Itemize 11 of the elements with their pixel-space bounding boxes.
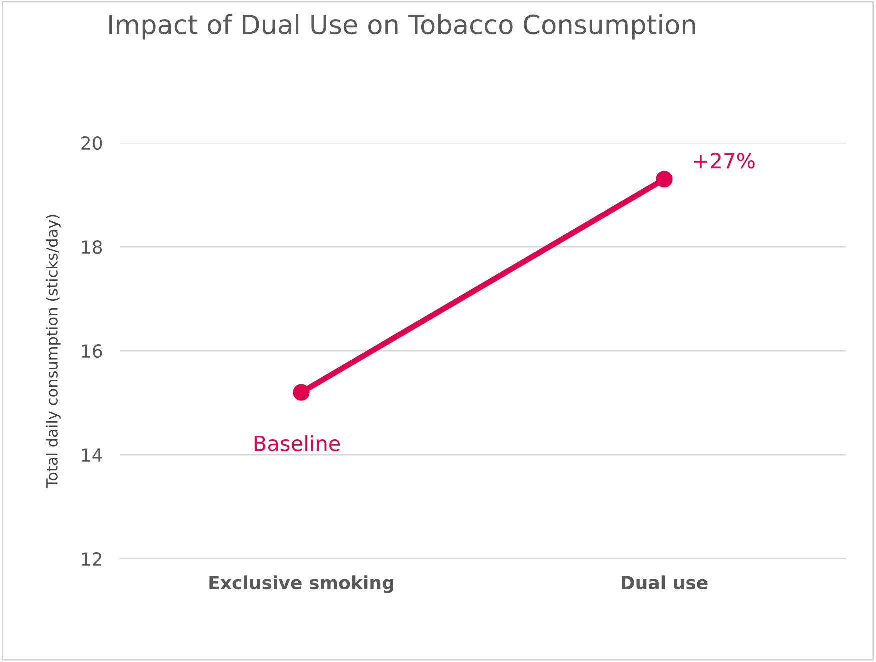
x-tick-label: Dual use [622,576,708,590]
y-tick-label: 14 [82,448,102,462]
y-tick-label: 12 [82,552,102,566]
annotation: Baseline [254,435,340,452]
annotation: +27% [694,153,755,169]
x-tick-label: Exclusive smoking [210,576,394,594]
y-tick-label: 20 [82,136,102,150]
y-axis-title: Total daily consumption (sticks/day) [46,215,61,488]
y-tick-label: 18 [82,240,102,254]
y-tick-label: 16 [82,344,102,358]
chart-title: Impact of Dual Use on Tobacco Consumption [110,14,696,40]
